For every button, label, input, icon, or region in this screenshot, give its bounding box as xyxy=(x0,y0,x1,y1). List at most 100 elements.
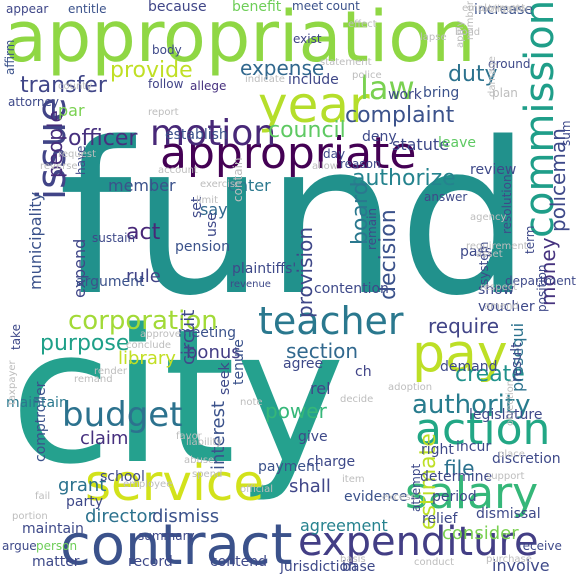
cloud-word: say xyxy=(200,200,228,219)
cloud-word: expenditure xyxy=(298,519,539,565)
cloud-word: jurisdiction xyxy=(280,559,357,575)
cloud-word: remain xyxy=(365,207,379,250)
cloud-word: person xyxy=(36,539,78,553)
cloud-word: evidence xyxy=(344,489,408,505)
cloud-word: party xyxy=(66,494,103,510)
cloud-word: statute xyxy=(392,135,449,154)
cloud-word: position xyxy=(535,264,549,312)
cloud-word: entitle xyxy=(68,2,107,16)
cloud-word: liability xyxy=(186,437,223,448)
cloud-word: expense xyxy=(240,56,325,80)
cloud-word: increase xyxy=(474,2,534,18)
cloud-word: matter xyxy=(32,554,80,570)
cloud-word: seek xyxy=(217,362,233,395)
cloud-word: action xyxy=(415,404,551,455)
cloud-word: asset xyxy=(476,249,503,260)
cloud-word: pension xyxy=(175,239,230,255)
cloud-word: effect xyxy=(348,19,377,30)
cloud-word: note xyxy=(240,397,263,408)
cloud-word: section xyxy=(286,339,359,363)
cloud-word: fund xyxy=(58,97,532,342)
cloud-word: service xyxy=(85,454,265,512)
cloud-word: consider xyxy=(442,523,519,544)
cloud-word: period xyxy=(432,489,477,505)
cloud-word: reverse xyxy=(40,161,78,172)
cloud-word: enter xyxy=(228,176,271,195)
cloud-word: meet xyxy=(292,0,324,13)
cloud-word: conduct xyxy=(414,557,455,568)
cloud-word: shall xyxy=(289,476,331,497)
cloud-word: act xyxy=(126,220,161,245)
cloud-word: account xyxy=(158,165,198,176)
cloud-word: official xyxy=(240,484,273,495)
cloud-word: budget xyxy=(62,395,183,435)
cloud-word: determine xyxy=(420,469,493,485)
cloud-word: comptroller xyxy=(33,381,49,462)
cloud-word: establish xyxy=(165,127,228,143)
cloud-word: par xyxy=(58,101,85,120)
cloud-word: portion xyxy=(12,511,48,522)
cloud-word: count xyxy=(326,0,360,13)
cloud-word: exercise xyxy=(200,179,242,190)
cloud-word: ground xyxy=(488,57,531,71)
cloud-word: leave xyxy=(438,135,476,151)
cloud-word: member xyxy=(108,176,176,195)
cloud-word: legislature xyxy=(469,407,543,423)
cloud-word: adoption xyxy=(388,382,433,393)
cloud-word: maintain xyxy=(6,395,68,411)
cloud-word: authorize xyxy=(352,166,456,191)
cloud-word: pay xyxy=(412,324,508,384)
cloud-word: council xyxy=(268,118,346,143)
cloud-word: claim xyxy=(80,428,129,449)
cloud-word: involve xyxy=(492,556,550,575)
cloud-word: allow xyxy=(312,161,338,172)
cloud-word: library xyxy=(118,348,176,369)
cloud-word: city xyxy=(10,289,346,505)
cloud-word: render xyxy=(94,366,127,377)
cloud-word: use xyxy=(204,212,220,237)
cloud-word: statement xyxy=(320,57,372,68)
cloud-word: dismiss xyxy=(152,506,220,527)
cloud-word: decide xyxy=(340,394,374,405)
cloud-word: file xyxy=(444,456,475,480)
cloud-word: contention xyxy=(314,281,389,297)
cloud-word: salary xyxy=(405,468,539,519)
cloud-word: damage xyxy=(487,56,498,97)
cloud-word: payment xyxy=(258,459,321,475)
cloud-word: teacher xyxy=(258,299,404,343)
cloud-word: provision xyxy=(293,227,317,318)
cloud-word: work xyxy=(388,87,422,103)
cloud-word: agency xyxy=(470,212,507,223)
cloud-word: rule xyxy=(126,266,161,287)
cloud-word: reason xyxy=(340,157,381,171)
cloud-word: excess xyxy=(382,492,416,503)
cloud-word: complaint xyxy=(345,103,455,128)
cloud-word: meeting xyxy=(178,325,237,341)
cloud-word: corporation xyxy=(68,306,218,336)
cloud-word: obligation xyxy=(482,4,532,15)
cloud-word: fail xyxy=(35,491,51,502)
cloud-word: favor xyxy=(176,431,202,442)
cloud-word: agreement xyxy=(300,516,388,535)
cloud-word: create xyxy=(455,362,525,387)
cloud-word: municipality xyxy=(26,191,45,290)
cloud-word: revenue xyxy=(230,279,271,290)
cloud-word: conclude xyxy=(126,340,172,351)
cloud-word: right xyxy=(421,442,454,458)
cloud-word: summary xyxy=(138,529,195,543)
cloud-word: result xyxy=(509,342,525,382)
cloud-word: appropriation xyxy=(4,0,476,78)
cloud-word: transfer xyxy=(20,73,107,98)
cloud-word: answer xyxy=(424,190,468,204)
cloud-word: dismissal xyxy=(476,506,541,522)
cloud-word: amend xyxy=(484,301,519,312)
cloud-word: bonus xyxy=(186,342,241,363)
cloud-word: abuse xyxy=(184,455,215,466)
cloud-word: police xyxy=(352,70,382,81)
cloud-word: purpose xyxy=(40,331,130,356)
cloud-word: report xyxy=(148,107,179,118)
cloud-word: grant xyxy=(58,475,107,496)
cloud-word: charge xyxy=(307,454,356,470)
cloud-word: rel xyxy=(310,379,331,398)
